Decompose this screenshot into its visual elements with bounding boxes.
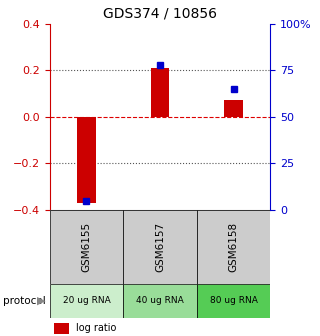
Text: ▶: ▶ xyxy=(37,296,45,306)
Bar xyxy=(197,284,270,318)
Bar xyxy=(50,210,123,284)
Bar xyxy=(123,210,197,284)
Bar xyxy=(123,284,197,318)
Bar xyxy=(197,210,270,284)
Title: GDS374 / 10856: GDS374 / 10856 xyxy=(103,7,217,21)
Text: 20 ug RNA: 20 ug RNA xyxy=(62,296,110,305)
Text: protocol: protocol xyxy=(3,296,46,306)
Text: GSM6155: GSM6155 xyxy=(81,222,92,272)
Text: 80 ug RNA: 80 ug RNA xyxy=(210,296,258,305)
Text: GSM6157: GSM6157 xyxy=(155,222,165,272)
Bar xyxy=(50,284,123,318)
Text: log ratio: log ratio xyxy=(76,324,116,333)
Bar xyxy=(77,117,96,203)
Bar xyxy=(224,100,243,117)
Text: GSM6158: GSM6158 xyxy=(228,222,239,272)
Bar xyxy=(54,323,69,334)
Text: 40 ug RNA: 40 ug RNA xyxy=(136,296,184,305)
Bar xyxy=(151,68,169,117)
